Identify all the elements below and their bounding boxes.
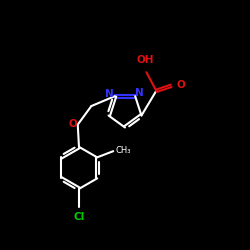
Text: CH₃: CH₃	[115, 146, 131, 155]
Text: O: O	[176, 80, 185, 90]
Text: N: N	[105, 89, 114, 99]
Text: O: O	[69, 118, 78, 128]
Text: Cl: Cl	[73, 212, 85, 222]
Text: OH: OH	[136, 55, 154, 65]
Text: N: N	[135, 88, 144, 98]
